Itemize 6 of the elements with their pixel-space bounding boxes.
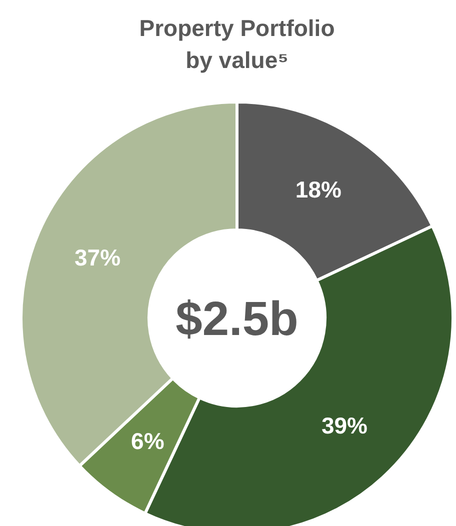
data-label: 39%	[321, 412, 368, 439]
data-label: 6%	[131, 428, 164, 454]
text: $2.5b	[176, 292, 298, 346]
data-label: 37%	[74, 244, 121, 271]
data-label: 18%	[295, 176, 342, 203]
chart-title: Property Portfolio by value⁵	[139, 15, 335, 73]
